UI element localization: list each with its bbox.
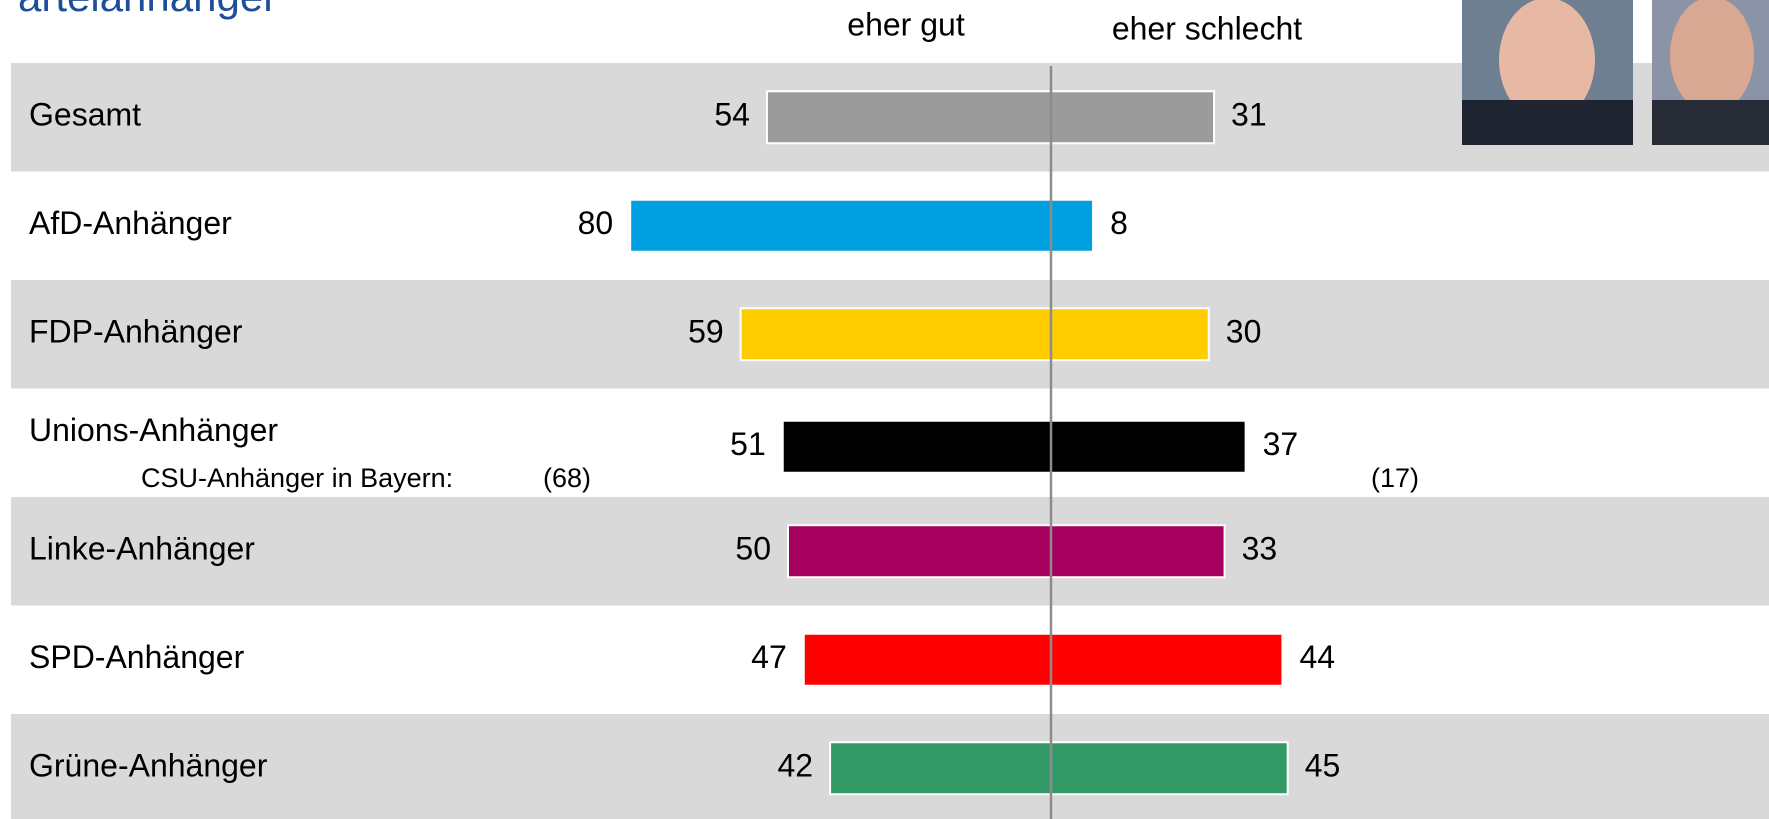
bar <box>1050 632 1284 687</box>
value-label: 59 <box>688 314 724 350</box>
annotation-value: (68) <box>543 463 591 493</box>
value-label: 37 <box>1263 426 1299 462</box>
bar <box>787 524 1052 579</box>
bar <box>1050 741 1289 796</box>
photo-face <box>1670 0 1754 113</box>
category-label: Unions-Anhänger <box>29 412 278 448</box>
chart-title: arteianhänger <box>18 0 277 20</box>
bar <box>1050 524 1226 579</box>
bar <box>1050 419 1247 474</box>
bar <box>802 632 1053 687</box>
legend-label: eher schlecht <box>1112 10 1302 46</box>
bar <box>629 198 1052 253</box>
legend-label: eher gut <box>847 6 965 42</box>
category-label: Linke-Anhänger <box>29 531 255 567</box>
value-label: 44 <box>1299 639 1335 675</box>
photo-suit <box>1652 100 1769 145</box>
value-label: 30 <box>1226 314 1262 350</box>
photo-face <box>1499 0 1595 122</box>
bar <box>829 741 1053 796</box>
value-label: 51 <box>730 426 766 462</box>
value-label: 42 <box>777 748 813 784</box>
value-label: 45 <box>1305 748 1341 784</box>
bar <box>1050 198 1095 253</box>
photo-suit <box>1462 100 1633 145</box>
value-label: 47 <box>751 639 787 675</box>
category-label: AfD-Anhänger <box>29 205 232 241</box>
bar <box>739 307 1052 362</box>
value-label: 50 <box>735 531 771 567</box>
annotation-value: (17) <box>1371 463 1419 493</box>
category-label: Grüne-Anhänger <box>29 748 268 784</box>
category-label: SPD-Anhänger <box>29 639 245 675</box>
category-label: Gesamt <box>29 97 141 133</box>
bar <box>1050 307 1210 362</box>
bar <box>765 90 1053 145</box>
value-label: 54 <box>714 97 750 133</box>
bar <box>781 419 1052 474</box>
annotation-label: CSU-Anhänger in Bayern: <box>141 463 453 493</box>
value-label: 8 <box>1110 205 1128 241</box>
value-label: 33 <box>1242 531 1278 567</box>
category-label: FDP-Anhänger <box>29 314 243 350</box>
bar <box>1050 90 1216 145</box>
value-label: 31 <box>1231 97 1267 133</box>
value-label: 80 <box>578 205 614 241</box>
